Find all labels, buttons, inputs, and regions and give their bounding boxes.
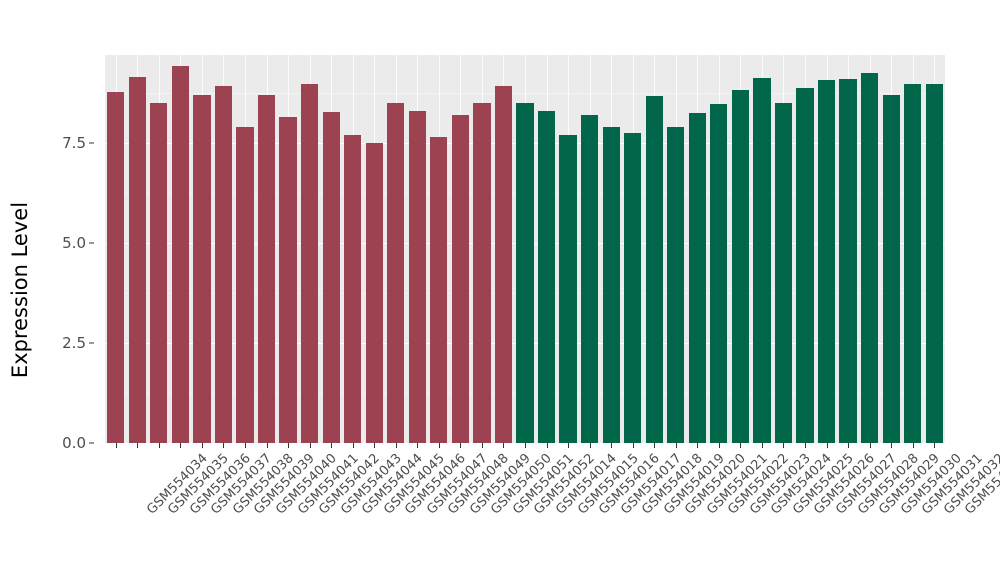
y-axis-tick-labels: 0.0 2.5 5.0 7.5 <box>42 55 94 452</box>
x-axis-tick-mark <box>848 443 849 448</box>
x-axis-tick-mark <box>180 443 181 448</box>
bar <box>128 77 146 443</box>
x-axis-tick-mark <box>525 443 526 448</box>
x-axis-tick-mark <box>891 443 892 448</box>
bar <box>171 65 189 443</box>
x-axis-tick-mark <box>202 443 203 448</box>
x-axis-tick-mark <box>116 443 117 448</box>
bar <box>193 94 211 443</box>
bar <box>710 104 728 443</box>
x-axis-tick-mark <box>762 443 763 448</box>
y-axis-tick-label: 2.5 <box>62 334 86 352</box>
bar <box>537 111 556 443</box>
x-axis-tick-mark <box>374 443 375 448</box>
y-axis-tick-mark <box>89 242 94 244</box>
x-axis-tick-labels: GSM554034 GSM554035 GSM554036 GSM554037 GSM5… <box>105 443 1000 580</box>
x-axis-tick-mark <box>719 443 720 448</box>
x-axis-tick-mark <box>310 443 311 448</box>
bar <box>839 79 857 443</box>
bar <box>322 111 340 443</box>
bar <box>602 127 620 443</box>
x-axis-tick-mark <box>482 443 483 448</box>
x-axis-tick-mark <box>137 443 138 448</box>
bar <box>365 143 383 443</box>
bar <box>387 103 405 443</box>
bar <box>516 102 534 443</box>
x-axis-tick-mark <box>827 443 828 448</box>
bar <box>645 96 663 443</box>
bar <box>107 92 125 443</box>
bar <box>236 127 254 443</box>
x-axis-tick-mark <box>913 443 914 448</box>
bar <box>882 94 900 443</box>
bar <box>451 114 469 443</box>
x-axis-tick-mark <box>245 443 246 448</box>
bar <box>731 90 749 443</box>
bar <box>301 84 319 443</box>
y-axis-title: Expression Level <box>8 201 32 379</box>
x-axis-tick-mark <box>331 443 332 448</box>
y-axis-tick-mark <box>89 142 94 144</box>
y-axis-tick-label: 5.0 <box>62 234 86 252</box>
bar <box>214 85 233 443</box>
bar <box>559 134 577 443</box>
x-axis-tick-mark <box>568 443 569 448</box>
x-axis-tick-mark <box>503 443 504 448</box>
y-axis-tick-label: 0.0 <box>62 434 86 452</box>
y-axis-tick-mark <box>89 342 94 344</box>
bar <box>667 127 685 443</box>
x-axis-tick-mark <box>353 443 354 448</box>
x-axis-tick-mark <box>439 443 440 448</box>
x-axis-tick-mark <box>783 443 784 448</box>
x-axis-tick-mark <box>417 443 418 448</box>
x-axis-tick-mark <box>159 443 160 448</box>
bar <box>753 78 771 443</box>
x-axis-tick-mark <box>288 443 289 448</box>
x-axis-tick-mark <box>590 443 591 448</box>
x-axis-tick-mark <box>740 443 741 448</box>
bar <box>344 134 362 443</box>
bar <box>257 95 276 443</box>
y-axis-tick-mark <box>89 442 94 444</box>
bar <box>904 84 922 443</box>
x-axis-tick-mark <box>870 443 871 448</box>
x-axis-tick-mark <box>611 443 612 448</box>
plot-panel <box>105 55 945 443</box>
bar <box>774 102 793 443</box>
x-axis-tick-mark <box>223 443 224 448</box>
bar <box>279 116 297 443</box>
bar <box>430 137 448 443</box>
x-axis-tick-mark <box>460 443 461 448</box>
bar <box>473 103 491 443</box>
bar <box>624 133 642 443</box>
bar <box>925 84 943 443</box>
bar <box>817 79 836 443</box>
x-axis-tick-mark <box>633 443 634 448</box>
bar <box>494 85 513 443</box>
x-axis-tick-mark <box>676 443 677 448</box>
y-axis-tick-label: 7.5 <box>62 134 86 152</box>
x-axis-tick-mark <box>805 443 806 448</box>
x-axis-tick-mark <box>396 443 397 448</box>
bar <box>688 113 706 443</box>
x-axis-tick-mark <box>934 443 935 448</box>
x-axis-tick-mark <box>654 443 655 448</box>
bar <box>408 111 426 443</box>
x-axis-tick-mark <box>267 443 268 448</box>
bar <box>861 72 879 443</box>
bar <box>796 88 814 443</box>
x-axis-tick-mark <box>697 443 698 448</box>
bar <box>150 102 168 443</box>
bar <box>581 114 599 443</box>
x-axis-tick-mark <box>547 443 548 448</box>
